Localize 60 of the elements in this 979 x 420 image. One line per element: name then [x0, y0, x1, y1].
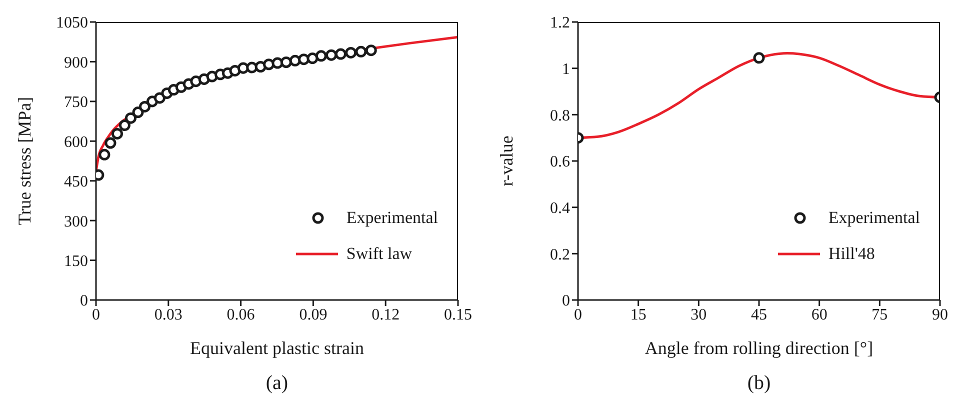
x-tick-label: 0.09	[299, 306, 328, 324]
legend-label: Experimental	[828, 208, 920, 228]
legend-label: Hill'48	[828, 244, 875, 264]
x-tick-label: 0.12	[372, 306, 400, 324]
text: (b)	[746, 372, 772, 395]
legend-label: Experimental	[346, 208, 438, 228]
x-tick-label: 60	[811, 306, 828, 324]
point	[138, 100, 151, 112]
x-tick-label: 0	[574, 306, 582, 324]
x-tick-label: 30	[690, 306, 707, 324]
y-tick-label: 0.2	[550, 246, 570, 264]
point	[246, 62, 258, 74]
x-tick-label: 75	[872, 306, 888, 324]
x-tick-label: 0	[92, 306, 100, 324]
point	[272, 57, 284, 69]
point	[111, 128, 123, 140]
x-tick-label: 0.03	[154, 306, 182, 324]
y-tick-label: 0.4	[550, 200, 570, 218]
text: (a)	[264, 372, 290, 395]
point	[132, 106, 144, 118]
point	[118, 120, 130, 132]
legend-label: Swift law	[346, 244, 412, 264]
y-tick-label: 0.6	[550, 154, 570, 171]
y-axis-title: r-value	[496, 136, 516, 186]
y-tick-label: 0	[562, 292, 570, 310]
y-tick-label: 300	[64, 213, 88, 230]
point	[306, 52, 318, 64]
point	[289, 54, 301, 66]
y-tick-label: 900	[64, 54, 88, 72]
x-axis-title: Equivalent plastic strain	[190, 338, 364, 358]
y-axis-title: True stress [MPa]	[14, 96, 34, 226]
y-tick-label: 1	[562, 61, 570, 78]
point	[355, 46, 367, 58]
point	[334, 48, 346, 60]
x-axis-title: Angle from rolling direction [°]	[644, 338, 874, 358]
point	[98, 148, 110, 160]
point	[315, 50, 327, 62]
point	[237, 62, 249, 74]
point	[345, 46, 357, 58]
point	[365, 44, 377, 56]
point	[124, 112, 137, 124]
point	[298, 54, 310, 66]
y-tick-label: 150	[64, 252, 88, 270]
x-tick-label: 45	[751, 306, 767, 324]
x-tick-label: 0.15	[444, 306, 472, 324]
point	[326, 49, 338, 61]
y-tick-label: 0.8	[550, 107, 570, 124]
y-tick-label: 0	[80, 292, 88, 310]
y-tick-label: 450	[64, 174, 88, 191]
y-tick-label: 750	[64, 94, 88, 112]
point	[263, 58, 275, 70]
x-tick-label: 15	[630, 306, 646, 324]
y-tick-label: 1050	[56, 14, 88, 32]
y-tick-label: 1.2	[550, 14, 570, 32]
x-tick-label: 90	[932, 306, 948, 324]
point	[229, 64, 241, 76]
x-tick-label: 0.06	[226, 306, 255, 324]
point	[104, 137, 116, 149]
point	[280, 56, 292, 68]
y-tick-label: 600	[64, 134, 88, 151]
